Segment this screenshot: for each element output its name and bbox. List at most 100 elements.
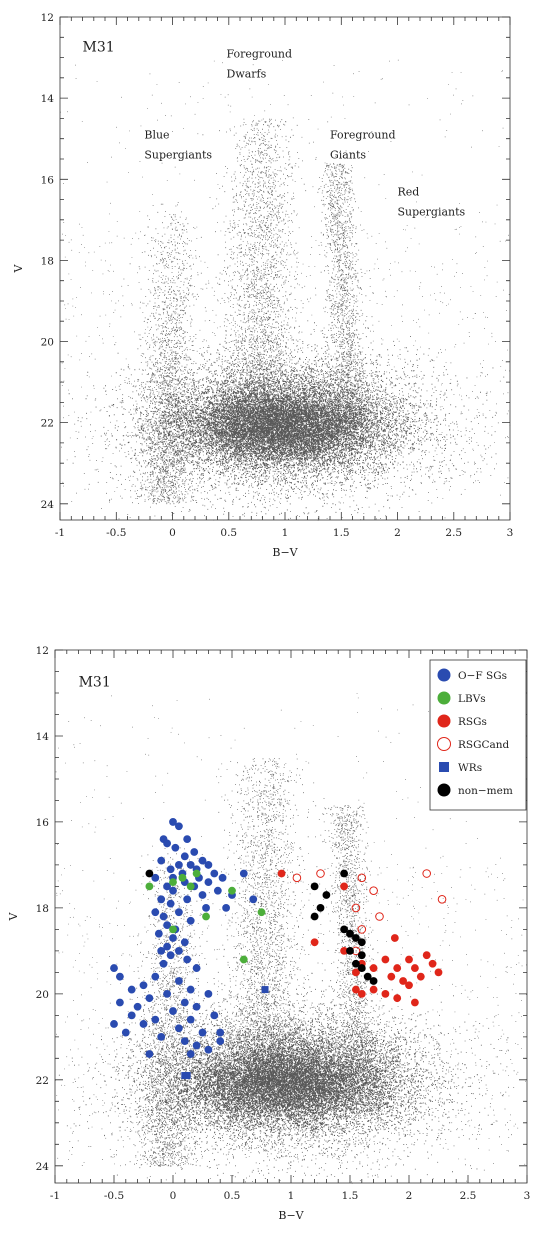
cmd-panel-top: -1 -0.5 0 0.5 1 1.5 2 2.5 3 12 14 16 18 20 22 24 B−V V…: [12, 12, 513, 559]
y-tick-label: 12: [36, 645, 49, 657]
data-point: [218, 873, 227, 882]
data-point: [186, 1015, 195, 1024]
data-point: [249, 895, 258, 904]
legend-label: LBVs: [458, 693, 486, 705]
data-point: [210, 869, 219, 878]
data-point: [239, 869, 248, 878]
data-point: [204, 878, 213, 887]
data-point: [399, 977, 407, 985]
data-point: [204, 861, 213, 869]
data-point: [151, 908, 160, 917]
x-tick-labels: -1 -0.5 0 0.5 1 1.5 2 2.5 3: [55, 527, 513, 539]
data-point: [210, 1011, 219, 1020]
data-point: [277, 869, 286, 878]
x-tick-label: 2.5: [460, 1190, 477, 1202]
y-axis-label: V: [12, 263, 25, 273]
series-o-f-sgs: [110, 818, 258, 1058]
data-point: [133, 1002, 142, 1011]
data-point: [127, 985, 136, 994]
data-point: [192, 869, 201, 878]
data-point: [340, 946, 348, 955]
data-point: [310, 912, 319, 921]
data-point: [192, 1002, 201, 1011]
legend-marker: [437, 714, 451, 728]
data-point: [357, 925, 367, 934]
annotation-text: Foreground: [227, 48, 293, 61]
data-point: [405, 955, 413, 964]
series-non-mem: [145, 869, 378, 985]
data-point: [145, 869, 154, 878]
data-point: [163, 942, 172, 951]
legend-marker: [437, 737, 451, 751]
data-point: [163, 839, 172, 848]
data-point: [422, 951, 431, 960]
series-rsgs: [277, 869, 443, 1007]
data-point: [183, 895, 192, 904]
y-tick-label: 20: [41, 337, 54, 349]
data-point: [340, 925, 348, 934]
data-point: [405, 981, 413, 990]
data-point: [369, 985, 378, 994]
data-point: [346, 946, 354, 955]
annotation-text: Blue: [144, 129, 169, 142]
data-point: [183, 835, 192, 844]
data-point: [169, 934, 177, 942]
y-tick-label: 18: [36, 903, 49, 915]
x-tick-label: 2.5: [445, 527, 462, 539]
legend-marker: [437, 668, 451, 682]
y-tick-labels: 12 14 16 18 20 22 24: [36, 645, 50, 1173]
data-point: [316, 869, 325, 878]
y-tick-label: 20: [36, 989, 49, 1001]
annotation-text: Red: [398, 185, 420, 198]
x-tick-label: 1.5: [333, 527, 350, 539]
annotation-text: Supergiants: [144, 149, 212, 162]
data-point: [363, 972, 372, 981]
data-point: [369, 977, 378, 985]
data-point: [216, 1037, 225, 1046]
data-point: [357, 989, 366, 998]
background-star-dots: [55, 693, 527, 1184]
data-point: [145, 882, 154, 891]
panel-label: M31: [83, 39, 115, 55]
data-point: [387, 972, 396, 981]
data-point: [198, 891, 207, 899]
legend-label: non−mem: [458, 785, 513, 797]
y-tick-label: 24: [36, 1161, 50, 1173]
data-point: [175, 977, 183, 985]
data-point: [202, 904, 210, 912]
x-tick-label: -0.5: [106, 527, 126, 539]
data-point: [169, 818, 177, 826]
data-point: [192, 1041, 201, 1050]
data-point: [151, 873, 160, 882]
legend-marker: [437, 691, 451, 705]
data-point: [239, 955, 248, 964]
data-point: [346, 929, 354, 938]
data-point: [322, 891, 331, 899]
data-point: [340, 869, 348, 878]
data-point: [375, 912, 384, 921]
y-tick-label: 18: [41, 255, 54, 267]
data-point: [169, 878, 177, 887]
y-tick-label: 14: [41, 93, 55, 105]
data-point: [121, 1028, 130, 1037]
x-tick-label: 0: [170, 1190, 177, 1202]
data-point: [357, 964, 366, 972]
data-point: [157, 946, 166, 955]
data-point: [434, 968, 443, 977]
data-point: [139, 981, 148, 990]
x-tick-label: -1: [55, 527, 65, 539]
x-tick-label: -0.5: [104, 1190, 124, 1202]
y-tick-label: 22: [41, 418, 54, 430]
data-point: [180, 938, 189, 947]
data-point: [180, 852, 189, 861]
tick-marks: [59, 16, 511, 520]
data-point: [175, 822, 183, 831]
data-point: [222, 904, 231, 912]
series-wrs: [181, 986, 269, 1080]
data-point: [213, 886, 222, 895]
y-axis-label: V: [7, 911, 20, 921]
data-point: [151, 1015, 160, 1024]
axis-ticks: [59, 16, 511, 520]
data-point: [166, 865, 175, 874]
